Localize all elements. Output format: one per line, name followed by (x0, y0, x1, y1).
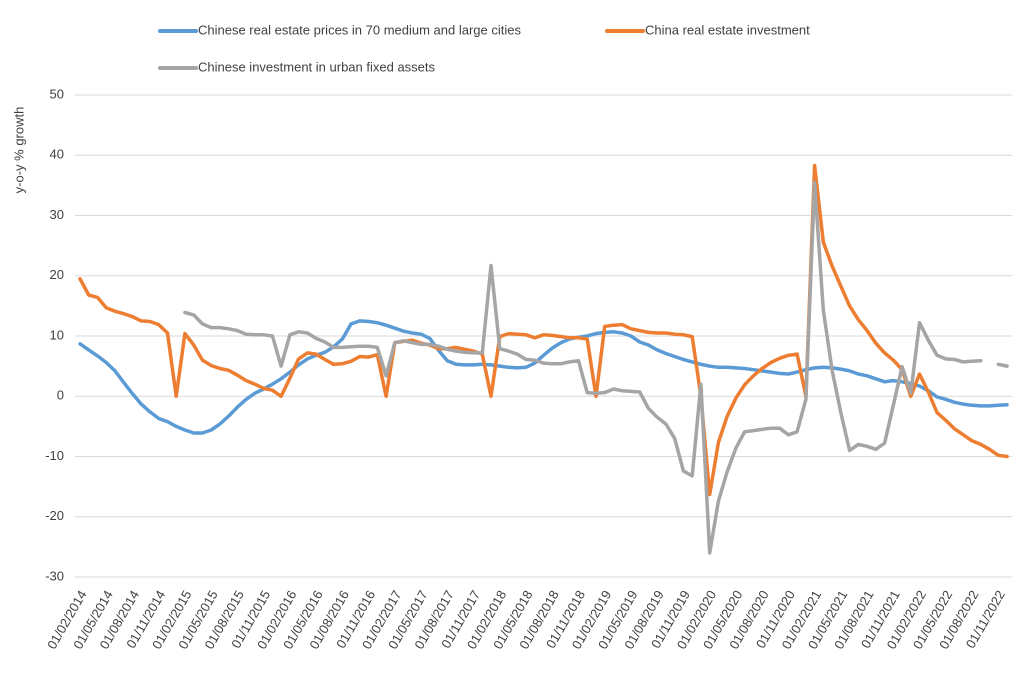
y-axis-label: y-o-y % growth (11, 107, 26, 194)
y-tick-label: 20 (50, 267, 64, 282)
y-tick-label: 10 (50, 327, 64, 342)
legend-label: Chinese investment in urban fixed assets (198, 59, 436, 74)
legend-label: China real estate investment (645, 22, 810, 37)
y-tick-label: 40 (50, 147, 64, 162)
series-line (183, 180, 1009, 555)
y-tick-label: 0 (57, 388, 64, 403)
series-line (78, 163, 1009, 497)
legend-label: Chinese real estate prices in 70 medium … (198, 22, 522, 37)
series-line (78, 319, 1009, 435)
y-tick-label: 30 (50, 207, 64, 222)
y-tick-label: -30 (45, 568, 64, 583)
y-tick-label: 50 (50, 86, 64, 101)
y-tick-label: -20 (45, 508, 64, 523)
y-tick-label: -10 (45, 448, 64, 463)
